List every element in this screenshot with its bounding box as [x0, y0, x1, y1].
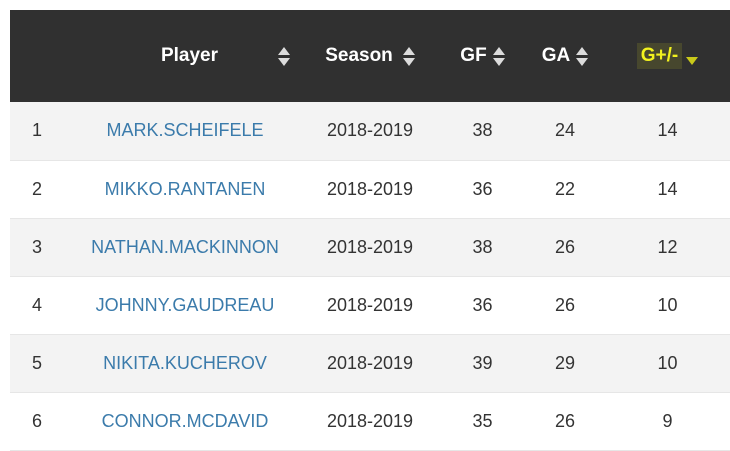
player-cell: NATHAN.MACKINNON: [70, 218, 300, 277]
stats-table-container: Player Season: [10, 10, 730, 451]
season-cell: 2018-2019: [300, 218, 440, 277]
header-ga-label: GA: [541, 45, 571, 66]
table-row: 6 CONNOR.MCDAVID 2018-2019 35 26 9: [10, 392, 730, 451]
player-link[interactable]: NIKITA.KUCHEROV: [103, 352, 267, 373]
gpm-cell: 10: [605, 334, 730, 393]
ga-cell: 26: [525, 392, 605, 451]
gf-cell: 36: [440, 276, 525, 335]
gpm-cell: 9: [605, 392, 730, 451]
header-gf-sort[interactable]: GF: [440, 10, 525, 102]
player-link[interactable]: JOHNNY.GAUDREAU: [95, 294, 275, 315]
header-season-sort[interactable]: Season: [300, 10, 440, 102]
table-row: 2 MIKKO.RANTANEN 2018-2019 36 22 14: [10, 160, 730, 219]
table-header-row: Player Season: [10, 10, 730, 102]
player-link[interactable]: MARK.SCHEIFELE: [106, 120, 264, 141]
rank-cell: 1: [10, 102, 70, 161]
player-stats-table: Player Season: [10, 10, 730, 451]
ga-cell: 26: [525, 276, 605, 335]
gf-cell: 39: [440, 334, 525, 393]
rank-cell: 6: [10, 392, 70, 451]
header-rank: [10, 10, 70, 102]
gf-cell: 36: [440, 160, 525, 219]
sort-up-down-icon[interactable]: [278, 46, 290, 66]
ga-cell: 24: [525, 102, 605, 161]
gpm-cell: 10: [605, 276, 730, 335]
header-player-sort[interactable]: Player: [70, 10, 300, 102]
ga-cell: 26: [525, 218, 605, 277]
header-gpm-label: G+/-: [636, 43, 683, 69]
sort-up-down-icon[interactable]: [402, 46, 415, 66]
table-row: 1 MARK.SCHEIFELE 2018-2019 38 24 14: [10, 102, 730, 161]
rank-cell: 5: [10, 334, 70, 393]
player-cell: MARK.SCHEIFELE: [70, 102, 300, 161]
gf-cell: 35: [440, 392, 525, 451]
season-cell: 2018-2019: [300, 334, 440, 393]
player-cell: CONNOR.MCDAVID: [70, 392, 300, 451]
header-season-label: Season: [325, 45, 393, 66]
season-cell: 2018-2019: [300, 392, 440, 451]
sort-up-down-icon[interactable]: [492, 46, 505, 66]
season-cell: 2018-2019: [300, 276, 440, 335]
header-gf-label: GF: [460, 45, 487, 66]
table-row: 5 NIKITA.KUCHEROV 2018-2019 39 29 10: [10, 334, 730, 393]
sort-up-down-icon[interactable]: [576, 46, 589, 66]
header-gpm-sort[interactable]: G+/-: [605, 10, 730, 102]
season-cell: 2018-2019: [300, 160, 440, 219]
gf-cell: 38: [440, 218, 525, 277]
player-link[interactable]: CONNOR.MCDAVID: [101, 410, 269, 431]
sort-descending-icon[interactable]: [686, 57, 699, 65]
player-link[interactable]: MIKKO.RANTANEN: [104, 178, 266, 199]
header-ga-sort[interactable]: GA: [525, 10, 605, 102]
header-player-label: Player: [160, 45, 218, 66]
rank-cell: 4: [10, 276, 70, 335]
rank-cell: 2: [10, 160, 70, 219]
gpm-cell: 14: [605, 102, 730, 161]
player-link[interactable]: NATHAN.MACKINNON: [91, 236, 279, 257]
ga-cell: 29: [525, 334, 605, 393]
table-row: 3 NATHAN.MACKINNON 2018-2019 38 26 12: [10, 218, 730, 277]
player-cell: NIKITA.KUCHEROV: [70, 334, 300, 393]
rank-cell: 3: [10, 218, 70, 277]
player-cell: JOHNNY.GAUDREAU: [70, 276, 300, 335]
gf-cell: 38: [440, 102, 525, 161]
gpm-cell: 12: [605, 218, 730, 277]
gpm-cell: 14: [605, 160, 730, 219]
player-cell: MIKKO.RANTANEN: [70, 160, 300, 219]
table-row: 4 JOHNNY.GAUDREAU 2018-2019 36 26 10: [10, 276, 730, 335]
season-cell: 2018-2019: [300, 102, 440, 161]
ga-cell: 22: [525, 160, 605, 219]
